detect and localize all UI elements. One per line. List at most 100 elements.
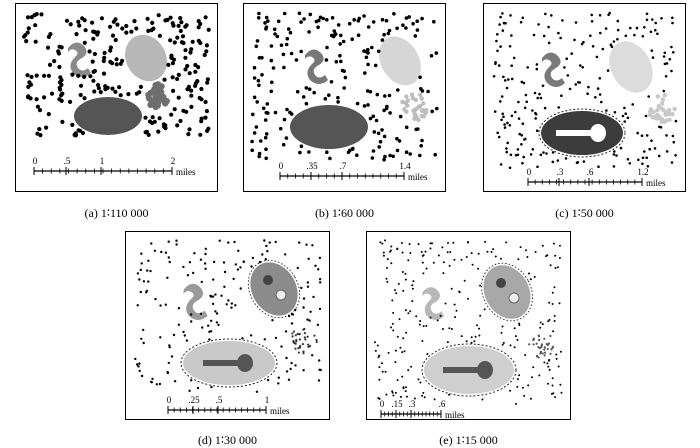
point-symbol — [158, 382, 162, 386]
point-symbol — [525, 249, 527, 252]
point-symbol — [501, 343, 504, 346]
pond-dot — [659, 119, 664, 125]
point-symbol — [150, 20, 155, 25]
point-symbol — [113, 89, 118, 94]
pond-dot — [656, 103, 661, 109]
point-symbol — [590, 20, 594, 23]
point-symbol — [536, 96, 539, 100]
point-symbol — [568, 87, 572, 91]
point-symbol — [284, 136, 289, 140]
point-symbol — [227, 241, 230, 244]
point-symbol — [203, 15, 208, 20]
point-symbol — [162, 124, 167, 129]
point-symbol — [187, 127, 192, 132]
point-symbol — [171, 88, 176, 93]
point-symbol — [211, 302, 215, 306]
point-symbol — [204, 267, 207, 270]
point-symbol — [494, 62, 497, 66]
point-symbol — [624, 112, 627, 115]
point-symbol — [437, 254, 440, 257]
point-symbol — [159, 336, 162, 339]
point-symbol — [512, 56, 516, 60]
scale-unit-label: miles — [646, 178, 666, 188]
point-symbol — [164, 303, 167, 306]
point-symbol — [477, 252, 480, 255]
point-symbol — [177, 323, 181, 326]
point-symbol — [299, 49, 303, 54]
point-symbol — [274, 240, 277, 244]
point-symbol — [368, 116, 373, 121]
point-symbol — [426, 89, 430, 94]
point-symbol — [446, 251, 449, 254]
point-symbol — [551, 377, 554, 380]
point-symbol — [302, 306, 305, 309]
point-symbol — [260, 55, 264, 60]
point-symbol — [96, 86, 101, 91]
point-symbol — [120, 58, 125, 63]
point-symbol — [492, 75, 496, 78]
point-symbol — [306, 285, 310, 288]
scale-tick-label: 1.4 — [399, 161, 411, 171]
point-symbol — [476, 324, 478, 327]
point-symbol — [341, 39, 346, 44]
point-symbol — [266, 19, 270, 23]
pond-dot — [298, 333, 301, 336]
point-symbol — [264, 156, 268, 161]
point-symbol — [273, 32, 277, 36]
pond-dot — [541, 352, 544, 355]
pond-dot — [549, 334, 552, 338]
point-symbol — [522, 386, 524, 389]
point-symbol — [298, 150, 302, 155]
point-symbol — [175, 76, 180, 82]
point-symbol — [640, 134, 644, 137]
point-symbol — [551, 384, 554, 387]
point-symbol — [108, 59, 113, 64]
point-symbol — [29, 74, 34, 79]
point-symbol — [142, 280, 146, 283]
pond-dot — [308, 345, 312, 348]
point-symbol — [285, 107, 289, 112]
point-symbol — [574, 21, 578, 24]
point-symbol — [535, 129, 539, 132]
point-symbol — [380, 17, 385, 22]
point-symbol — [209, 294, 212, 297]
point-symbol — [598, 77, 602, 80]
point-symbol — [321, 16, 325, 21]
point-symbol — [201, 326, 204, 329]
point-symbol — [301, 95, 306, 99]
point-symbol — [34, 73, 39, 78]
point-symbol — [294, 58, 299, 62]
point-symbol — [495, 39, 498, 43]
point-symbol — [288, 30, 293, 35]
point-symbol — [111, 19, 116, 24]
point-symbol — [557, 365, 560, 368]
point-symbol — [266, 250, 269, 253]
point-symbol — [522, 155, 525, 159]
point-symbol — [266, 111, 270, 115]
point-symbol — [205, 80, 210, 85]
point-symbol — [170, 355, 174, 358]
point-symbol — [396, 248, 399, 251]
point-symbol — [175, 123, 180, 128]
point-symbol — [604, 27, 608, 30]
point-symbol — [544, 12, 547, 16]
point-symbol — [177, 307, 181, 310]
point-symbol — [419, 87, 423, 91]
point-symbol — [486, 250, 489, 253]
point-symbol — [380, 362, 383, 365]
point-symbol — [189, 47, 194, 52]
point-symbol — [164, 251, 168, 254]
point-symbol — [276, 19, 281, 24]
point-symbol — [539, 153, 543, 157]
point-symbol — [150, 242, 153, 245]
point-symbol — [287, 378, 291, 381]
point-symbol — [143, 115, 148, 120]
point-symbol — [352, 18, 356, 22]
pond-dot — [539, 350, 543, 353]
pond-cluster — [145, 94, 153, 102]
point-symbol — [670, 45, 673, 49]
point-symbol — [366, 103, 370, 107]
point-symbol — [386, 258, 389, 261]
pond-dot — [543, 351, 547, 354]
point-symbol — [665, 150, 669, 153]
